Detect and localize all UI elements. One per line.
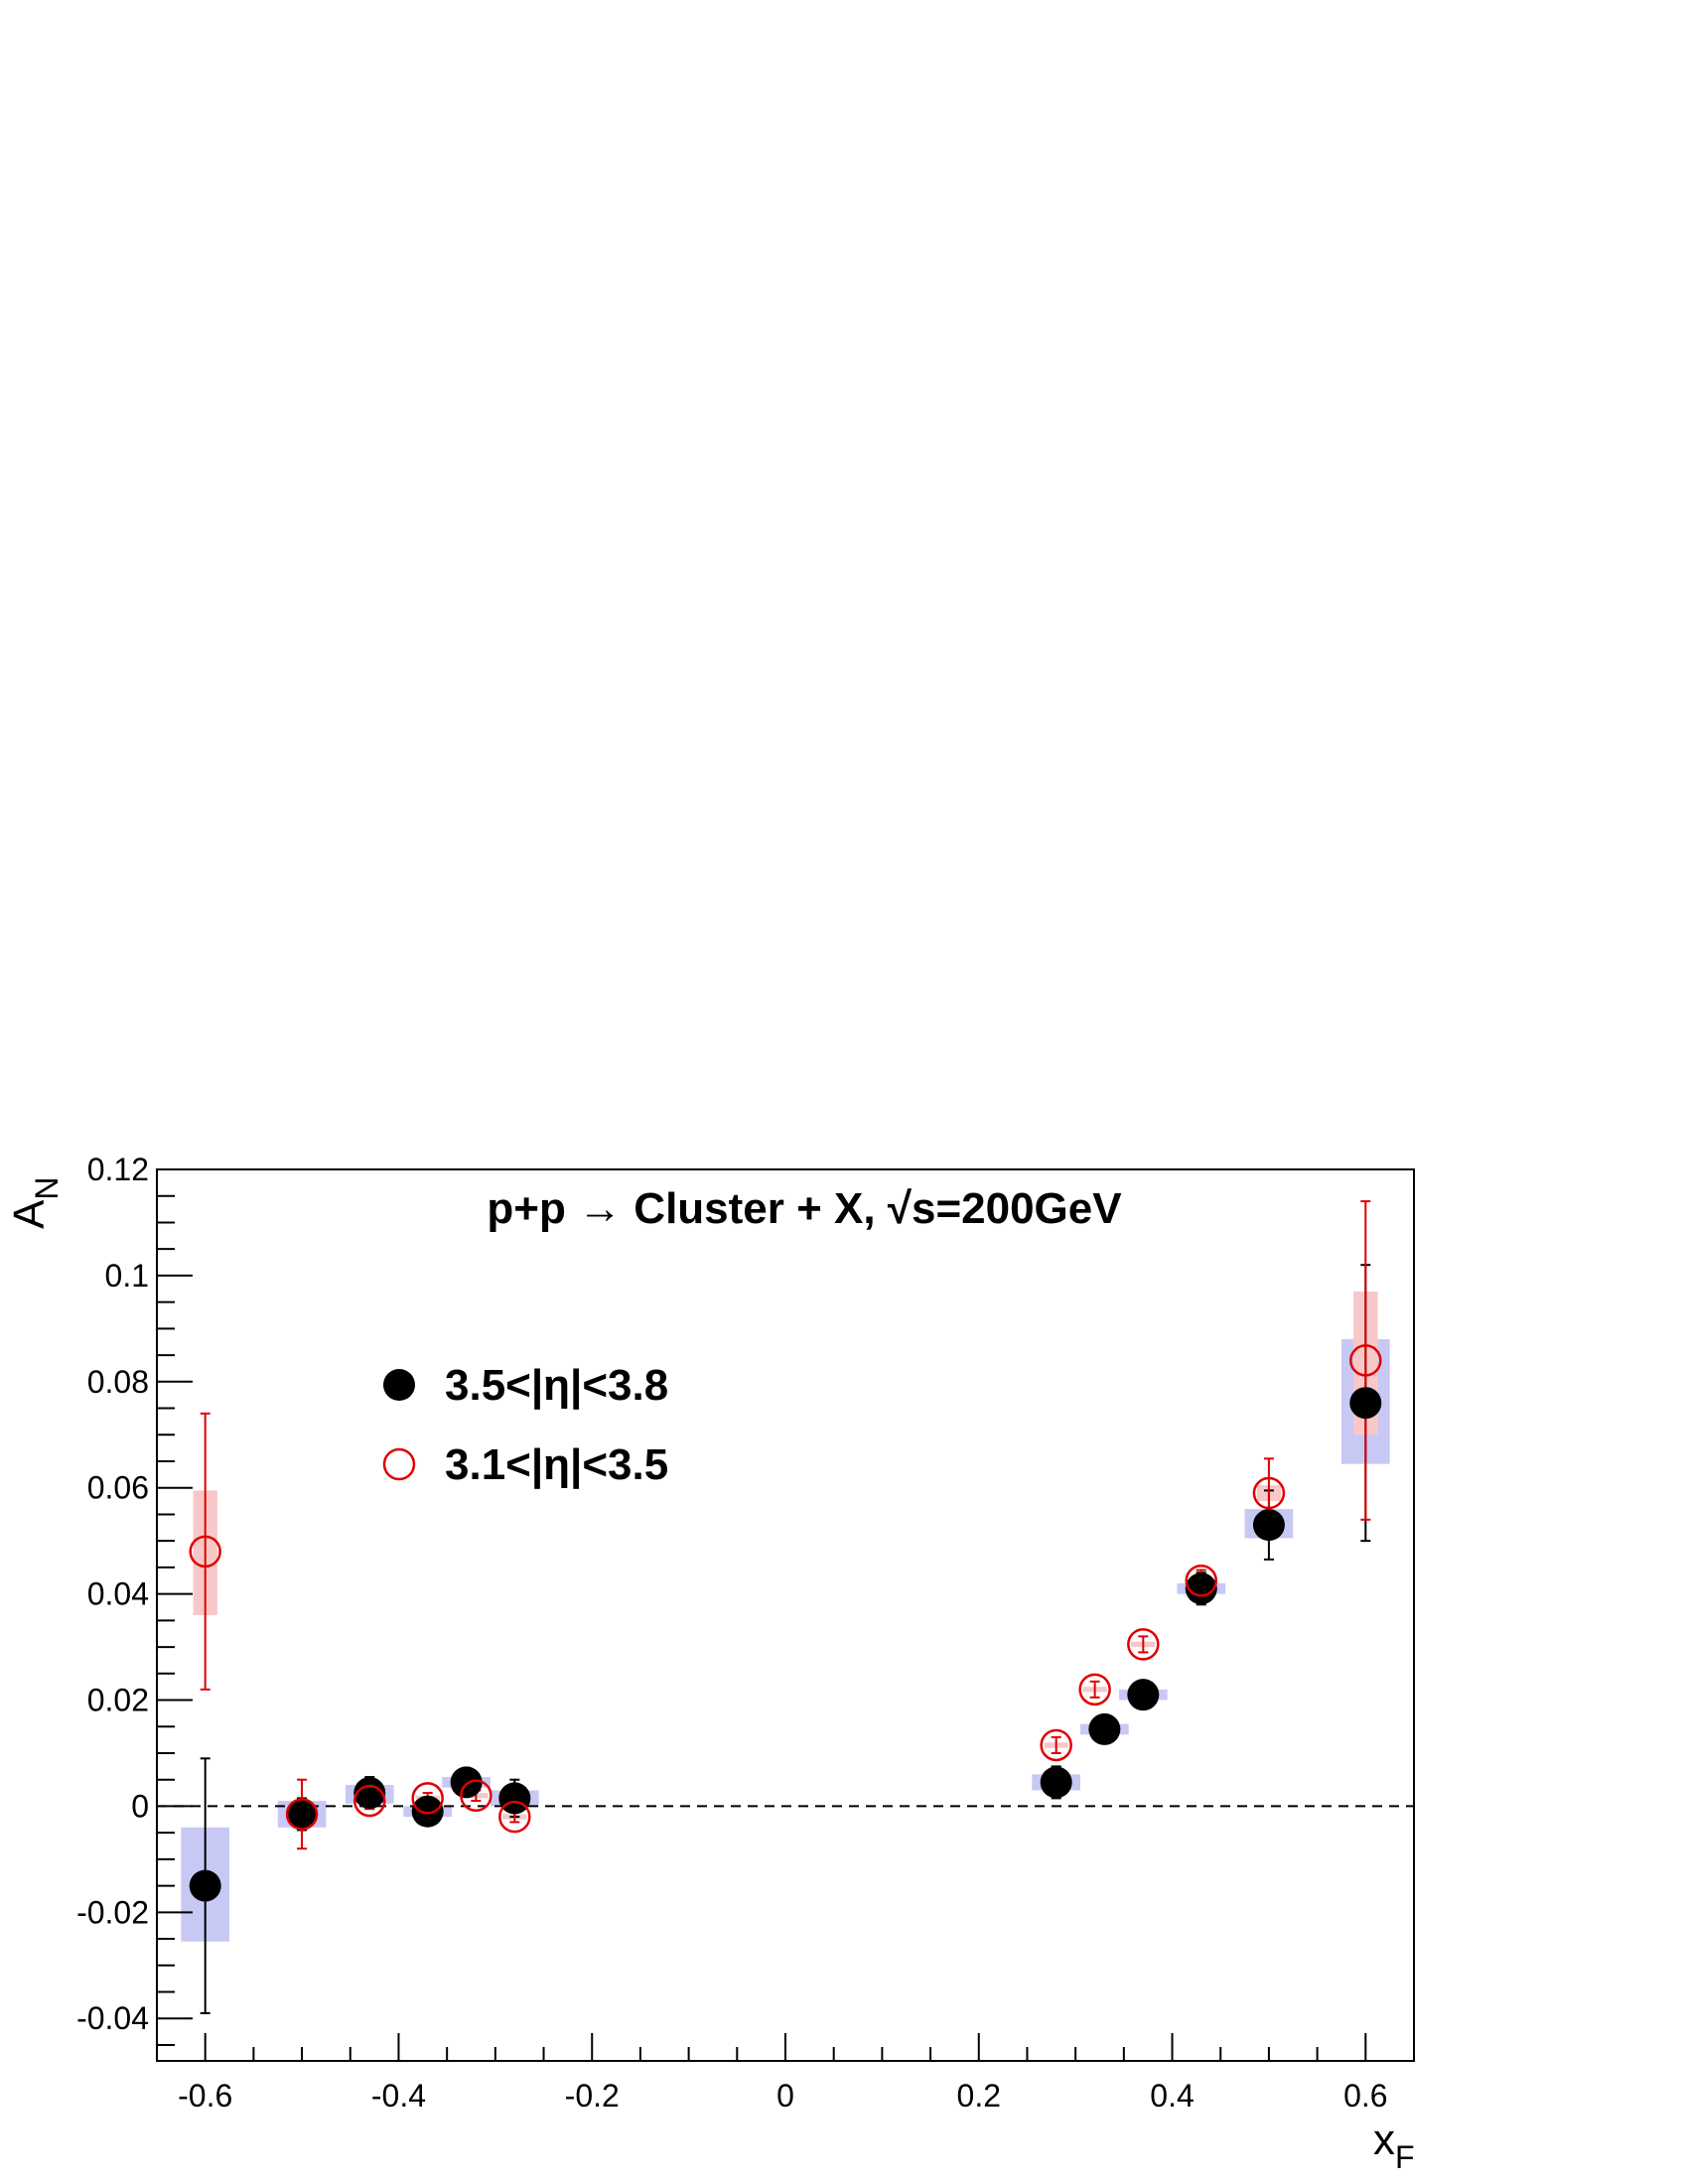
data-point-series-2 bbox=[1127, 1628, 1160, 1661]
x-tick-label: -0.4 bbox=[371, 2078, 426, 2114]
y-tick-label: 0.12 bbox=[87, 1152, 149, 1187]
chart-title: p+p → Cluster + X, √s=200GeV bbox=[487, 1184, 1122, 1233]
y-axis-subscript: N bbox=[29, 1177, 65, 1200]
data-point-series-1 bbox=[286, 1798, 319, 1831]
tick-labels: -0.6 -0.4 -0.2 0 0.2 0.4 0.6 -0.04 -0.02 0 0.02 0.0… bbox=[76, 1152, 1387, 2114]
data-point-series-1 bbox=[1088, 1712, 1121, 1745]
y-tick-label: 0.1 bbox=[105, 1258, 149, 1294]
y-tick-label: 0.06 bbox=[87, 1470, 149, 1506]
x-tick-label: 0.6 bbox=[1343, 2078, 1387, 2114]
x-tick-label: -0.6 bbox=[178, 2078, 232, 2114]
y-tick-label: -0.02 bbox=[76, 1894, 149, 1930]
x-axis-title: xF bbox=[1373, 2116, 1415, 2175]
legend-marker-open bbox=[382, 1447, 416, 1481]
legend-label-series-2: 3.1<|η|<3.5 bbox=[445, 1440, 668, 1490]
axis-ticks bbox=[156, 1168, 1415, 2061]
y-tick-label: 0 bbox=[131, 1788, 149, 1824]
data-point-series-1 bbox=[498, 1782, 531, 1815]
data-point-series-2 bbox=[411, 1782, 444, 1815]
data-point-series-1 bbox=[450, 1766, 483, 1799]
y-tick-label: 0.04 bbox=[87, 1576, 149, 1612]
y-axis-title: AN bbox=[5, 1177, 65, 1229]
data-point-series-2 bbox=[1252, 1476, 1286, 1510]
data-point-series-1 bbox=[189, 1869, 221, 1902]
data-point-series-2 bbox=[498, 1800, 531, 1834]
x-axis-label: x bbox=[1373, 2116, 1395, 2164]
data-markers bbox=[189, 1344, 1382, 1902]
data-point-series-1 bbox=[1185, 1572, 1217, 1605]
data-point-series-1 bbox=[1349, 1387, 1382, 1420]
data-point-series-1 bbox=[1252, 1509, 1285, 1542]
data-point-series-2 bbox=[1040, 1728, 1072, 1762]
svg-text:xF: xF bbox=[1373, 2116, 1415, 2175]
x-tick-label: 0.4 bbox=[1150, 2078, 1194, 2114]
data-point-series-2 bbox=[1349, 1344, 1382, 1377]
legend-label-series-1: 3.5<|η|<3.8 bbox=[445, 1361, 668, 1411]
x-tick-label: 0 bbox=[776, 2078, 794, 2114]
svg-text:AN: AN bbox=[5, 1177, 65, 1229]
y-tick-label: -0.04 bbox=[76, 2000, 149, 2036]
data-point-series-2 bbox=[285, 1798, 319, 1831]
data-point-series-2 bbox=[1078, 1673, 1111, 1706]
y-tick-label: 0.08 bbox=[87, 1364, 149, 1400]
data-point-series-2 bbox=[460, 1779, 492, 1812]
data-point-series-1 bbox=[1040, 1766, 1072, 1799]
x-axis-subscript: F bbox=[1395, 2139, 1415, 2175]
data-point-series-1 bbox=[353, 1777, 386, 1810]
y-tick-label: 0.02 bbox=[87, 1683, 149, 1718]
legend: 3.5<|η|<3.8 3.1<|η|<3.5 bbox=[382, 1361, 668, 1490]
legend-marker-filled bbox=[383, 1369, 415, 1401]
data-point-series-2 bbox=[189, 1535, 221, 1569]
error-bars bbox=[200, 1200, 1371, 2014]
data-point-series-1 bbox=[411, 1795, 444, 1828]
x-tick-label: 0.2 bbox=[957, 2078, 1001, 2114]
data-point-series-2 bbox=[1185, 1565, 1218, 1597]
y-axis-label: A bbox=[5, 1199, 54, 1229]
data-point-series-1 bbox=[1127, 1679, 1160, 1711]
x-tick-label: -0.2 bbox=[565, 2078, 620, 2114]
data-point-series-2 bbox=[352, 1784, 386, 1818]
